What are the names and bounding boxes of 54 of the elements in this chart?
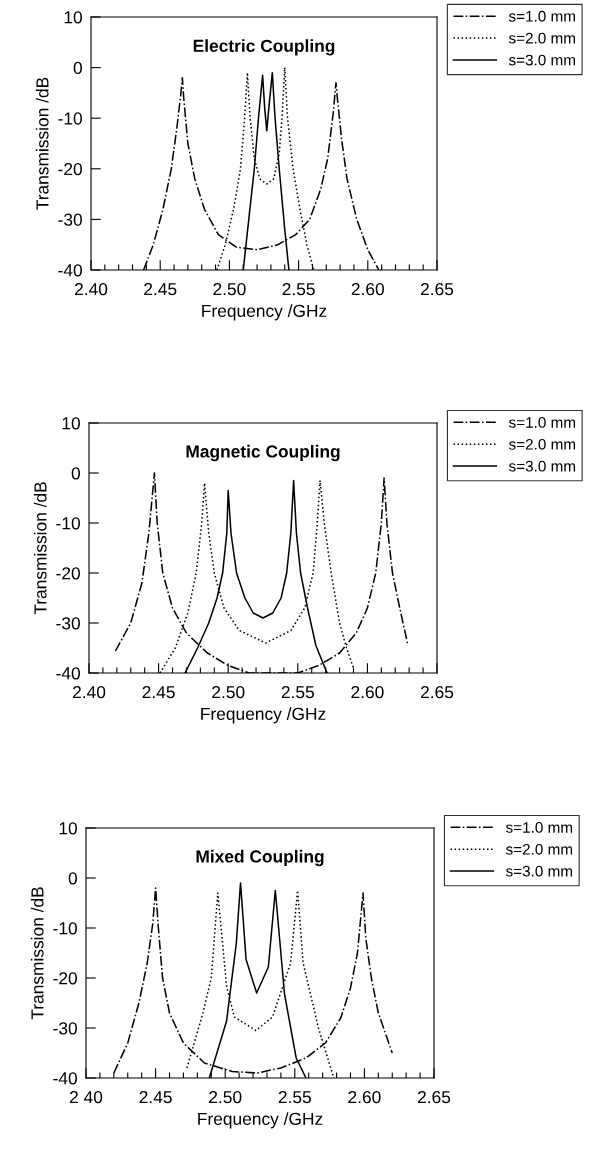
y-tick-label: -10 — [58, 112, 82, 125]
legend-label: s=2.0 mm — [508, 438, 576, 450]
x-tick-label: 2.45 — [139, 1090, 172, 1104]
x-tick-label: 2.55 — [278, 1090, 311, 1104]
y-tick-label: -30 — [58, 213, 82, 226]
x-tick-label: 2.50 — [209, 1090, 242, 1104]
x-axis-title: Frequency /GHz — [201, 707, 326, 724]
x-tick-label: 2.55 — [281, 685, 314, 699]
x-tick-label: 2.55 — [282, 282, 315, 296]
y-tick-label: 0 — [71, 467, 80, 480]
x-tick-label: 2.50 — [212, 685, 245, 699]
y-tick-label: 10 — [64, 11, 82, 24]
y-tick-label: -20 — [53, 972, 77, 985]
y-tick-label: -30 — [53, 1022, 77, 1035]
x-tick-label: 2.40 — [72, 685, 106, 699]
y-tick-label: -20 — [58, 162, 82, 176]
legend-label: s=1.0 mm — [508, 417, 576, 428]
legend-label: s=3.0 mm — [505, 865, 573, 877]
legend-label: s=3.0 mm — [508, 54, 575, 66]
x-tick-label: 2.45 — [144, 282, 177, 296]
y-tick-label: 0 — [73, 61, 82, 75]
y-tick-label: -40 — [53, 1072, 77, 1085]
y-tick-label: -40 — [56, 667, 80, 680]
x-tick-label: 2.40 — [74, 282, 108, 296]
y-axis-title: Transmission /dB — [33, 482, 47, 615]
y-tick-label: -10 — [53, 922, 77, 935]
y-tick-label: 10 — [59, 822, 77, 835]
x-tick-label: 2.65 — [420, 685, 454, 699]
legend-label: s=3.0 mm — [508, 460, 576, 472]
y-tick-label: -10 — [56, 517, 80, 530]
y-tick-label: -20 — [56, 567, 80, 580]
text: Mixed Coupling — [196, 849, 324, 867]
x-tick-label: 2.65 — [417, 1090, 451, 1104]
x-axis-title: Frequency /GHz — [198, 1112, 323, 1129]
legend-label: s=2.0 mm — [508, 32, 575, 44]
y-axis-title: Transmission /dB — [35, 77, 49, 210]
y-tick-label: 0 — [68, 872, 77, 885]
x-tick-label: 2.60 — [348, 1090, 381, 1104]
x-tick-label: 2.60 — [351, 685, 384, 699]
y-tick-label: -30 — [56, 617, 80, 630]
x-tick-label: 2 40 — [69, 1090, 103, 1104]
x-tick-label: 2.60 — [351, 282, 385, 296]
legend-label: s=2.0 mm — [505, 843, 573, 855]
x-tick-label: 2.50 — [213, 282, 246, 296]
y-axis-title: Transmission /dB — [30, 887, 44, 1020]
x-tick-label: 2.45 — [142, 685, 175, 699]
text: Electric Coupling — [193, 39, 335, 56]
y-tick-label: -40 — [58, 264, 82, 277]
x-axis-title: Frequency /GHz — [202, 304, 327, 321]
x-tick-label: 2.65 — [420, 282, 454, 296]
text: Magnetic Coupling — [186, 444, 340, 462]
legend-label: s=1.0 mm — [505, 822, 573, 833]
y-tick-label: 10 — [62, 417, 80, 430]
legend-label: s=1.0 mm — [508, 10, 575, 22]
